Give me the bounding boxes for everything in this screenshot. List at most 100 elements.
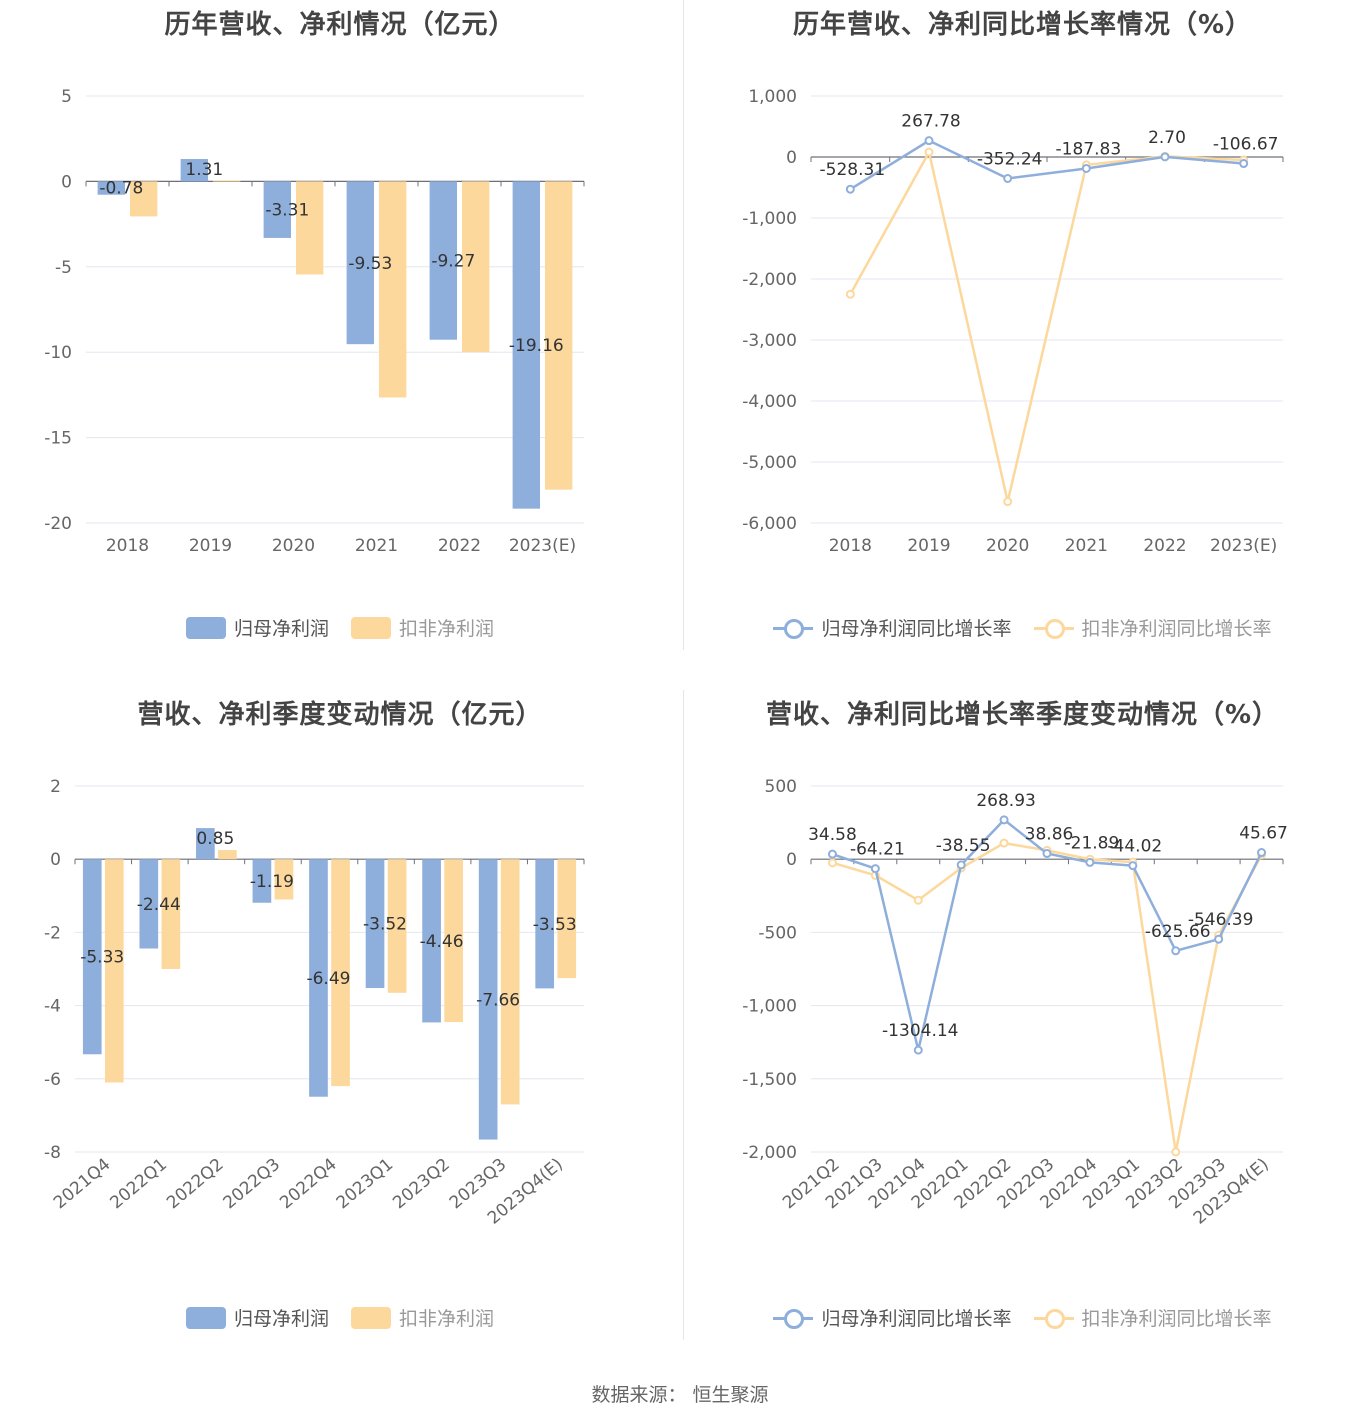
chart-panel-annual-profit: 历年营收、净利情况（亿元） 5 0 -5 -10 -15 -20 2018 2019 2020 2…: [0, 0, 680, 660]
vertical-divider: [683, 0, 684, 650]
x-tick-label: 2023(E): [1210, 536, 1277, 556]
data-point: [913, 895, 923, 905]
legend-label: 归母净利润同比增长率: [821, 1308, 1012, 1330]
data-label: -44.02: [1107, 837, 1162, 857]
chart-legend: 归母净利润同比增长率 扣非净利润同比增长率: [685, 614, 1360, 641]
data-label: -21.89: [1065, 833, 1120, 853]
bar: [512, 181, 541, 509]
series-line: [849, 139, 1244, 191]
y-tick-label: -4,000: [742, 392, 797, 412]
x-tick-label: 2023(E): [509, 536, 576, 556]
y-tick-label: -6,000: [742, 514, 797, 534]
y-tick-label: -2,000: [742, 270, 797, 290]
series-line: [832, 841, 1263, 1153]
legend-line-swatch: [773, 617, 814, 639]
legend-item-series2[interactable]: 扣非净利润: [351, 1304, 494, 1331]
data-label: -4.46: [420, 932, 464, 952]
x-tick-label: 2020: [986, 536, 1029, 556]
bar: [129, 181, 158, 217]
data-label: 45.67: [1239, 824, 1288, 844]
legend-item-series1[interactable]: 归母净利润同比增长率: [773, 614, 1012, 641]
bar: [218, 850, 237, 860]
bar: [500, 859, 520, 1105]
legend-item-series1[interactable]: 归母净利润: [185, 1304, 329, 1331]
legend-swatch: [351, 1306, 391, 1329]
legend-swatch: [185, 616, 226, 639]
y-tick-label: 5: [61, 87, 72, 107]
chart-title: 营收、净利同比增长率季度变动情况（%）: [765, 700, 1280, 730]
chart-title: 历年营收、净利同比增长率情况（%）: [792, 10, 1253, 40]
y-tick-label: 500: [765, 777, 797, 797]
data-label: -625.66: [1145, 922, 1211, 942]
y-tick-label: -5: [55, 258, 72, 278]
line-chart-quarterly-growth: 5000-500-1,000-1,500-2,0002021Q22021Q320…: [742, 777, 1288, 1229]
x-tick-label: 2021: [355, 536, 398, 556]
data-point: [1171, 946, 1181, 956]
data-label: -2.44: [137, 895, 181, 915]
x-tick-label: 2021: [1065, 536, 1108, 556]
y-tick-label: -500: [758, 923, 797, 943]
bar: [331, 859, 350, 1087]
y-tick-label: -15: [44, 429, 72, 449]
y-tick-label: -10: [44, 343, 72, 363]
chart-legend: 归母净利润同比增长率 扣非净利润同比增长率: [685, 1304, 1360, 1331]
data-point: [1239, 159, 1249, 169]
data-label: -1304.14: [882, 1021, 958, 1041]
x-tick-label: 2019: [907, 536, 950, 556]
data-point: [956, 860, 966, 870]
data-label: -528.31: [820, 160, 886, 180]
bar: [557, 859, 577, 979]
data-point: [1128, 861, 1138, 871]
line-chart-annual-growth: 1,000 0 -1,000 -2,000 -3,000 -4,000 -5,000 -6,0…: [742, 87, 1284, 556]
legend-line-swatch: [773, 1307, 814, 1329]
legend-item-series1[interactable]: 归母净利润同比增长率: [773, 1304, 1012, 1331]
y-tick-label: 1,000: [748, 87, 797, 107]
x-tick-label: 2022Q2: [163, 1155, 228, 1214]
data-point: [1085, 857, 1095, 867]
legend-item-series2[interactable]: 扣非净利润: [351, 614, 494, 641]
bar: [309, 859, 328, 1097]
data-label: 1.31: [185, 160, 223, 180]
bar: [378, 181, 407, 398]
chart-panel-quarterly-profit: 营收、净利季度变动情况（亿元） 2 0 -2 -4 -6 -8 2021Q4 2022Q1 20…: [0, 690, 680, 1350]
data-label: -9.53: [348, 254, 392, 274]
bar: [274, 859, 294, 900]
chart-legend: 归母净利润 扣非净利润: [0, 1304, 680, 1331]
bar-chart-annual-profit: 5 0 -5 -10 -15 -20 2018 2019 2020 2021 2022 2023(E)…: [44, 87, 585, 556]
legend-line-swatch: [1033, 617, 1074, 639]
legend-item-series1[interactable]: 归母净利润: [185, 614, 329, 641]
data-label: -546.39: [1188, 910, 1254, 930]
bar: [535, 859, 555, 989]
y-tick-label: -5,000: [742, 453, 797, 473]
bar: [365, 859, 385, 989]
chart-panel-annual-growth: 历年营收、净利同比增长率情况（%） 1,000 0 -1,000 -2,000 -3,0…: [685, 0, 1360, 660]
data-label: 0.85: [196, 829, 234, 849]
x-tick-label: 2022: [438, 536, 481, 556]
data-label: 2.70: [1148, 128, 1186, 148]
y-tick-label: -1,500: [742, 1070, 797, 1090]
bar: [252, 859, 272, 903]
bar: [444, 859, 463, 1023]
data-label: 267.78: [901, 112, 960, 132]
data-point: [1160, 152, 1170, 162]
data-point: [827, 858, 837, 868]
legend-item-series2[interactable]: 扣非净利润同比增长率: [1033, 614, 1272, 641]
bar: [478, 859, 498, 1140]
data-label: -1.19: [250, 872, 294, 892]
y-tick-label: -3,000: [742, 331, 797, 351]
legend-item-series2[interactable]: 扣非净利润同比增长率: [1033, 1304, 1272, 1331]
data-label: -3.31: [265, 201, 309, 221]
x-tick-label: 2018: [829, 536, 872, 556]
data-point: [845, 289, 855, 299]
data-point: [870, 864, 880, 874]
data-point: [1214, 934, 1224, 944]
bar: [263, 181, 292, 238]
y-tick-label: 0: [786, 148, 797, 168]
data-label: 38.86: [1025, 825, 1074, 845]
x-tick-label: 2019: [189, 536, 232, 556]
data-point: [924, 147, 934, 157]
data-label: -7.66: [476, 990, 520, 1010]
y-tick-label: 0: [61, 172, 72, 192]
data-label: -19.16: [509, 336, 564, 356]
data-point: [1003, 497, 1013, 507]
